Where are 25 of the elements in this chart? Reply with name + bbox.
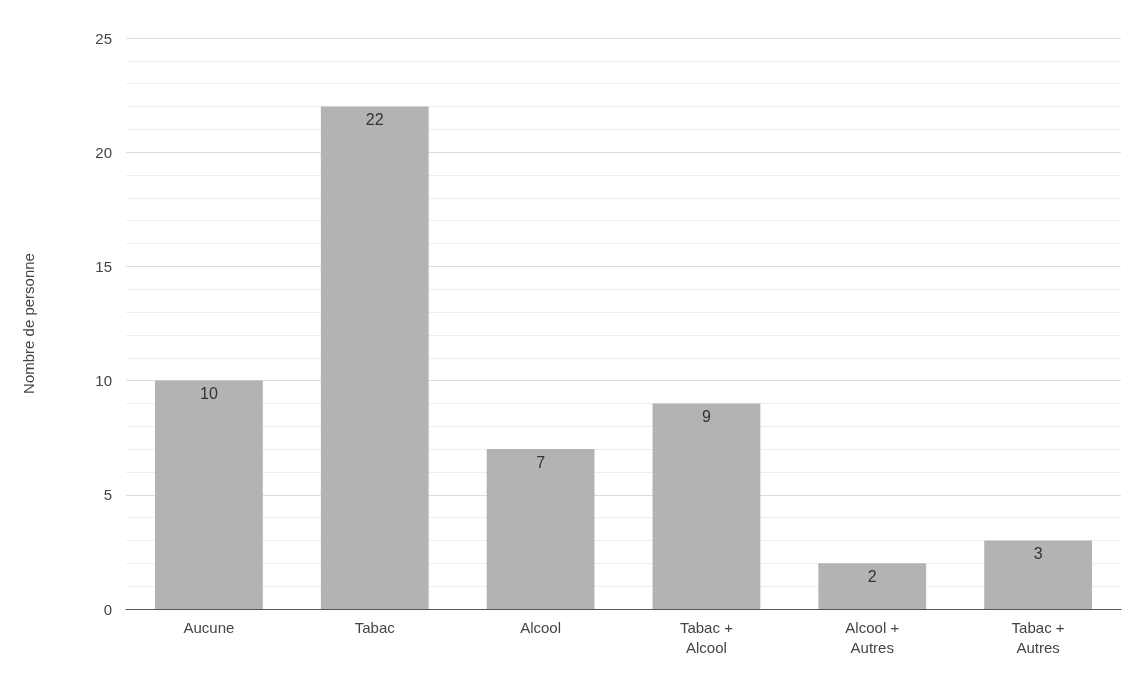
data-label: 3 [1033, 544, 1043, 562]
bar [486, 449, 595, 609]
data-label: 7 [536, 453, 546, 471]
data-label: 9 [701, 407, 711, 425]
bar [818, 563, 927, 609]
bar [320, 106, 429, 609]
x-tick-label: Alcool + Autres [845, 618, 900, 656]
x-tick-label: Aucune [183, 618, 235, 636]
y-tick-label: 20 [95, 143, 112, 161]
x-tick-label: Tabac + Autres [1011, 618, 1065, 656]
data-label: 2 [867, 567, 877, 585]
y-tick-label: 10 [95, 372, 112, 390]
y-tick-label: 25 [95, 29, 112, 47]
x-tick-label: Alcool [520, 618, 562, 636]
x-tick-label: Tabac + Alcool [679, 618, 734, 656]
y-tick-label: 5 [103, 486, 112, 504]
bar [652, 403, 761, 609]
y-axis-title: Nombre de personne [20, 253, 37, 394]
data-label: 10 [200, 385, 218, 403]
bar [984, 540, 1092, 609]
y-tick-label: 15 [95, 257, 112, 275]
bar [155, 380, 263, 609]
y-tick-label: 0 [103, 600, 112, 618]
data-label: 22 [365, 111, 384, 129]
x-tick-label: Tabac [354, 618, 396, 636]
